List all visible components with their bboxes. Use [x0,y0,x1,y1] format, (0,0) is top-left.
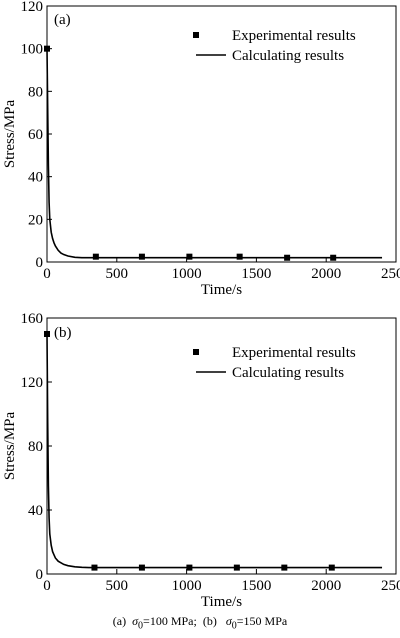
caption-part-a-prefix: (a) [112,614,127,628]
panel-tag: (b) [54,325,72,341]
y-tick-label: 160 [21,311,44,327]
y-tick-label: 20 [28,212,43,228]
y-axis-label: Stress/MPa [2,411,18,480]
legend-label-experimental: Experimental results [232,28,356,44]
caption-part-b-prefix: (b) [202,614,217,628]
panel-tag: (a) [54,12,71,28]
experimental-point [92,253,99,260]
experimental-point [330,254,337,261]
y-tick-label: 120 [21,375,44,391]
experimental-point [233,564,240,571]
legend-label-calculated: Calculating results [232,365,344,381]
caption-sigma-b-subscript: 0 [231,620,237,632]
caption-sigma-a: σ [132,614,139,628]
x-tick-label: 1000 [172,578,202,594]
experimental-point [138,564,145,571]
caption-part-a-value: =100 MPa; [143,614,197,628]
experimental-point [44,45,50,52]
x-tick-label: 2000 [311,266,341,282]
y-tick-label: 0 [36,255,44,271]
x-tick-label: 500 [106,578,129,594]
x-tick-label: 2000 [311,578,341,594]
experimental-point [186,253,193,260]
experimental-point [236,253,243,260]
caption-sigma-b: σ [225,614,232,628]
y-tick-label: 80 [28,84,43,100]
caption-sigma-a-subscript: 0 [138,620,144,632]
x-tick-label: 500 [106,266,129,282]
legend-marker-experimental [193,32,199,38]
x-tick-label: 1500 [241,578,271,594]
experimental-point [328,564,335,571]
y-tick-label: 0 [36,567,44,583]
y-tick-label: 80 [28,439,43,455]
experimental-point [186,564,193,571]
y-tick-label: 40 [28,170,43,186]
legend-label-calculated: Calculating results [232,48,344,64]
x-axis-label: Time/s [201,282,242,298]
x-tick-label: 1000 [172,266,202,282]
legend-label-experimental: Experimental results [232,345,356,361]
legend-marker-experimental [193,349,199,355]
y-tick-label: 60 [28,127,43,143]
experimental-point [91,564,98,571]
experimental-point [138,253,145,260]
calculated-curve [46,48,383,259]
experimental-point [284,254,291,261]
y-tick-label: 100 [21,42,44,58]
x-tick-label: 1500 [241,266,271,282]
y-axis-label: Stress/MPa [2,99,18,168]
plot-frame [46,5,397,263]
experimental-point [44,331,50,337]
y-tick-label: 120 [21,0,44,15]
x-axis-label: Time/s [201,594,242,610]
caption-part-b-value: =150 MPa [236,614,288,628]
figure-caption: (a) σ0=100 MPa; (b) σ0=150 MPa [0,614,400,631]
x-tick-label: 0 [43,578,51,594]
calculated-curve [46,333,383,569]
x-tick-label: 0 [43,266,51,282]
experimental-point [281,564,288,571]
y-tick-label: 40 [28,503,43,519]
